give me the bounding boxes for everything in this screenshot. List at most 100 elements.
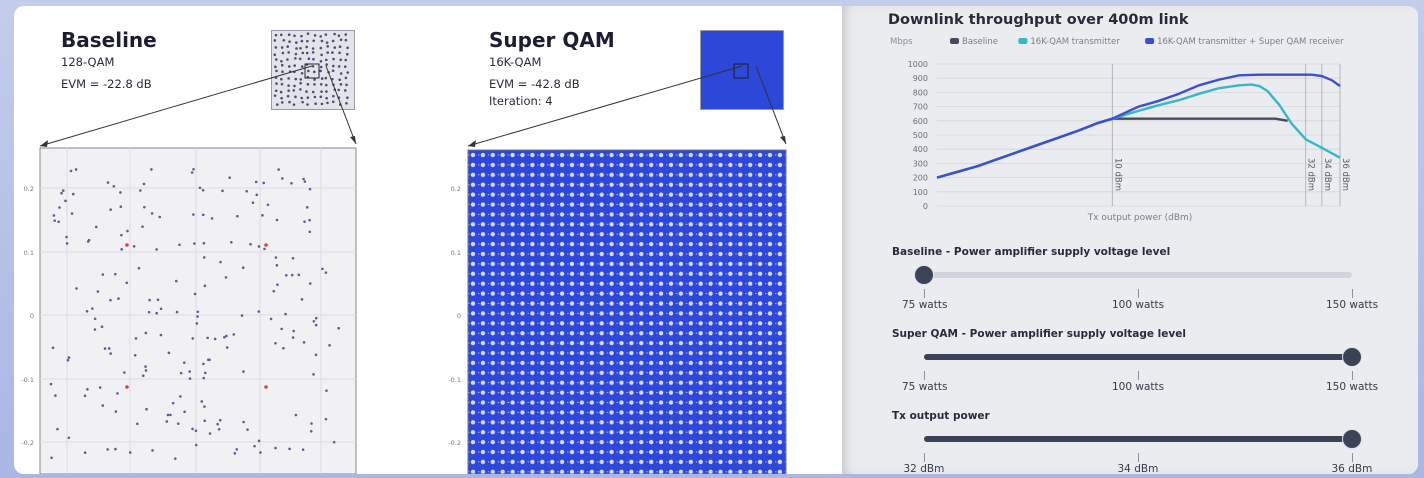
constellation-point <box>112 184 116 188</box>
constellation-point <box>107 347 111 350</box>
slider-tick <box>1138 371 1139 380</box>
thumbnail-point <box>319 46 323 50</box>
x-axis-label: Tx output power (dBm) <box>1087 213 1193 223</box>
thumbnail-point <box>313 78 316 81</box>
constellation-point <box>139 189 142 192</box>
constellation-point <box>291 336 295 339</box>
constellation-point <box>195 322 199 325</box>
constellation-point <box>67 436 71 440</box>
constellation-point <box>165 420 169 423</box>
baseline-evm: EVM = -22.8 dB <box>61 77 152 91</box>
constellation-point <box>216 422 219 426</box>
slider-label: Tx output power <box>892 410 990 422</box>
y-tick-label: -0.2 <box>21 439 34 447</box>
constellation-point <box>191 427 194 431</box>
constellation-point <box>274 342 277 345</box>
constellation-point <box>246 428 249 431</box>
slider-tick <box>924 289 925 298</box>
constellation-point <box>257 439 261 443</box>
constellation-point <box>179 371 183 375</box>
constellation-point <box>174 279 178 283</box>
constellation-point <box>86 240 90 243</box>
constellation-point <box>203 371 207 375</box>
thumbnail-point <box>333 32 336 36</box>
thumbnail-point <box>299 78 303 81</box>
constellation-point <box>174 457 177 460</box>
constellation-point <box>66 358 70 362</box>
constellation-point <box>324 271 328 274</box>
constellation-point <box>58 206 61 209</box>
thumbnail-point <box>301 100 304 104</box>
constellation-point <box>225 334 228 338</box>
slider-handle[interactable] <box>914 265 934 285</box>
constellation-point <box>144 365 147 368</box>
constellation-point <box>208 432 212 435</box>
thumbnail-point <box>346 71 350 74</box>
constellation-point <box>50 456 53 460</box>
constellation-point <box>109 352 112 355</box>
thumbnail-point <box>294 77 298 81</box>
constellation-point <box>83 451 87 455</box>
thumbnail-point <box>299 81 302 85</box>
thumbnail-point <box>292 89 296 92</box>
constellation-point <box>93 328 97 331</box>
thumbnail-point <box>292 103 296 106</box>
thumbnail-point <box>280 77 283 81</box>
constellation-point <box>312 373 315 376</box>
constellation-point <box>169 413 172 417</box>
constellation-point <box>310 422 313 425</box>
thumbnail-point <box>319 95 323 99</box>
constellation-point <box>255 193 259 197</box>
slider-tick-label: 100 watts <box>1112 299 1165 311</box>
thumbnail-point <box>275 82 278 85</box>
thumbnail-point <box>299 46 302 50</box>
thumbnail-point <box>273 39 277 42</box>
constellation-point <box>119 191 122 194</box>
constellation-centroid <box>264 385 268 389</box>
constellation-point <box>125 281 129 285</box>
thumbnail-point <box>273 94 277 97</box>
constellation-point <box>274 256 278 259</box>
thumbnail-point <box>279 90 283 94</box>
constellation-point <box>191 337 195 340</box>
constellation-point <box>259 451 262 454</box>
y-tick-label: 0 <box>457 312 461 320</box>
thumbnail-point <box>343 65 347 68</box>
constellation-point <box>147 310 151 314</box>
constellation-point <box>254 180 258 184</box>
thumbnail-point <box>331 100 335 104</box>
constellation-point <box>141 374 145 378</box>
constellation-point <box>249 242 252 246</box>
chart-title: Downlink throughput over 400m link <box>888 12 1189 28</box>
constellation-point <box>54 394 57 397</box>
constellation-point <box>290 181 293 185</box>
baseline-title: Baseline <box>61 28 157 52</box>
thumbnail-point <box>280 63 284 67</box>
thumbnail-point <box>345 101 348 105</box>
constellation-point <box>245 190 249 193</box>
thumbnail-point <box>287 51 290 54</box>
constellation-point <box>314 353 318 357</box>
slider-track[interactable] <box>924 354 1352 360</box>
thumbnail-point <box>287 84 290 87</box>
slider-track[interactable] <box>924 272 1352 278</box>
constellation-point <box>302 177 305 181</box>
constellation-point <box>141 225 144 228</box>
thumbnail-point <box>343 89 347 92</box>
constellation-point <box>241 266 245 270</box>
slider-handle[interactable] <box>1342 429 1362 449</box>
thumbnail-point <box>280 46 284 49</box>
constellation-point <box>224 276 228 279</box>
constellation-point <box>230 240 233 244</box>
slider-handle[interactable] <box>1342 347 1362 367</box>
constellation-point <box>253 444 256 448</box>
constellation-point <box>67 356 71 359</box>
constellation-point <box>275 218 279 222</box>
slider-track[interactable] <box>924 436 1352 442</box>
x-tick-label: -0.2 <box>61 473 74 474</box>
chart-marker-label: 34 dBm <box>1322 158 1332 191</box>
thumbnail-point <box>326 51 330 54</box>
y-tick-label: -0.1 <box>448 376 461 384</box>
thumbnail-point <box>281 70 284 73</box>
thumbnail-point <box>346 46 349 50</box>
